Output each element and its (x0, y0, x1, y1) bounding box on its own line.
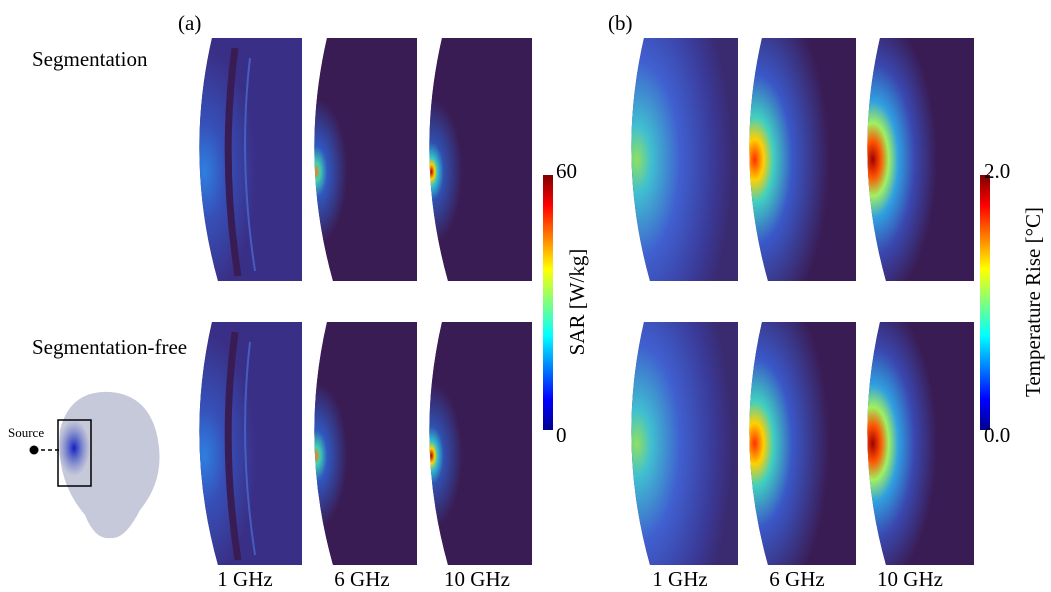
heatmap-field (867, 38, 974, 281)
frequency-label: 10 GHz (444, 567, 510, 591)
heatmap-field (631, 38, 738, 281)
heatmap-field (749, 38, 856, 281)
row-label: Segmentation (32, 47, 148, 71)
source-label: Source (8, 425, 44, 440)
frequency-label: 10 GHz (877, 567, 943, 591)
frequency-label: 6 GHz (769, 567, 824, 591)
colorbar-max: 2.0 (984, 159, 1010, 183)
heatmap-field (429, 322, 532, 565)
figure: (a) (b) Segmentation Segmentation-free S… (0, 0, 1051, 592)
frequency-label: 6 GHz (334, 567, 389, 591)
colorbar-max: 60 (556, 159, 577, 183)
colorbar-title: SAR [W/kg] (565, 249, 589, 356)
temperature-colorbar (980, 175, 990, 430)
heatmap-field (314, 38, 417, 281)
colorbar-min: 0 (556, 423, 567, 447)
heatmap-field (631, 322, 738, 565)
heatmap-field (749, 322, 856, 565)
panel-label: (b) (608, 11, 633, 35)
head-thumbnail: Source (8, 392, 160, 538)
heatmap-field (429, 38, 532, 281)
row-label: Segmentation-free (32, 335, 187, 359)
heatmap-field (314, 322, 417, 565)
sar-colorbar (543, 175, 553, 430)
colorbar-title: Temperature Rise [°C] (1021, 207, 1045, 397)
frequency-label: 1 GHz (652, 567, 707, 591)
heatmap-field (867, 322, 974, 565)
frequency-label: 1 GHz (217, 567, 272, 591)
colorbar-min: 0.0 (984, 423, 1010, 447)
panel-label: (a) (178, 11, 201, 35)
